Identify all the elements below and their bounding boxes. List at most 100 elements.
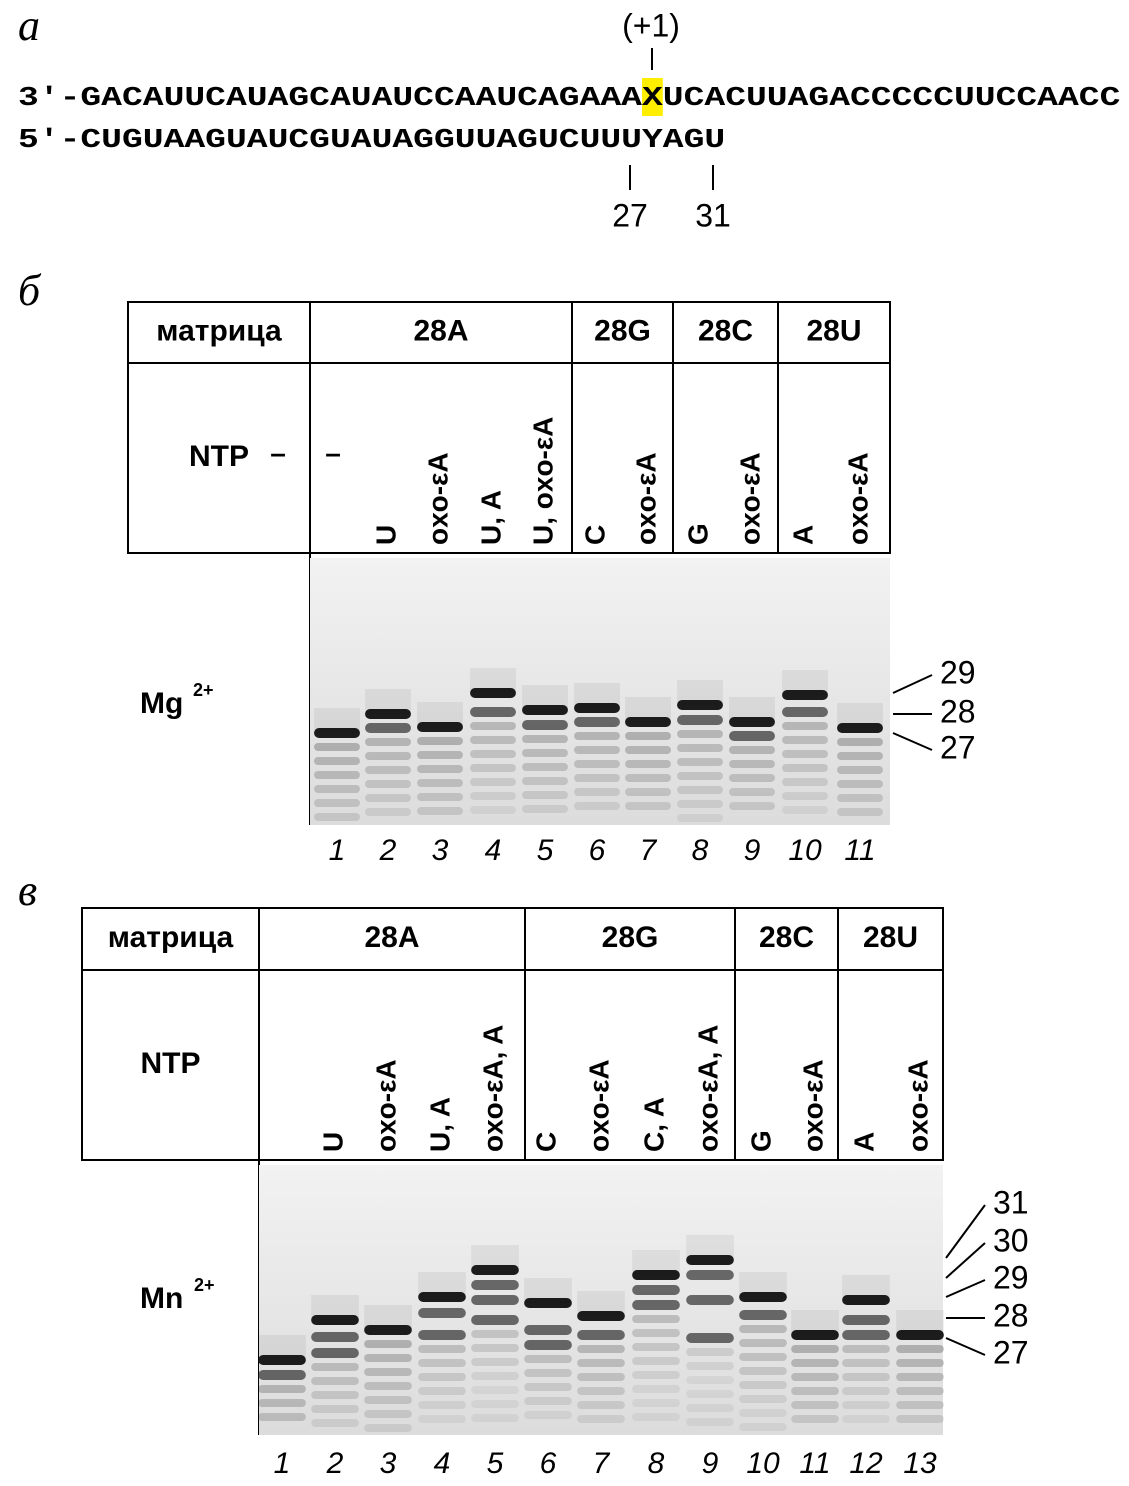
lane-number: 7: [593, 1447, 611, 1480]
ntp-label: oxo-εA: [583, 1059, 614, 1152]
ladder-band: [686, 1376, 734, 1384]
ladder-band: [522, 735, 568, 743]
ladder-band: [686, 1362, 734, 1370]
band: [471, 1265, 519, 1275]
ladder-band: [574, 802, 620, 810]
highlight: [642, 78, 663, 116]
ladder-band: [417, 807, 463, 815]
band: [686, 1295, 734, 1305]
ladder-band: [677, 758, 723, 766]
ladder-band: [365, 766, 411, 774]
band: [471, 1280, 519, 1290]
ion-charge: 2+: [194, 1275, 215, 1295]
ladder-band: [632, 1399, 680, 1407]
ladder-band: [625, 746, 671, 754]
ladder-band: [524, 1411, 572, 1419]
band-pointer: [945, 1204, 986, 1259]
band: [686, 1333, 734, 1343]
ntp-label: –: [270, 437, 286, 468]
band: [524, 1298, 572, 1308]
band: [791, 1330, 839, 1340]
ladder-band: [686, 1348, 734, 1356]
ladder-band: [574, 774, 620, 782]
band: [896, 1330, 944, 1340]
band-size: 29: [993, 1259, 1029, 1295]
band: [837, 723, 883, 733]
ladder-band: [632, 1343, 680, 1351]
position-label: 27: [612, 197, 648, 233]
lane-number: 5: [537, 834, 554, 867]
template-header: 28G: [602, 921, 659, 954]
ladder-band: [739, 1339, 787, 1347]
ladder-band: [364, 1410, 412, 1418]
ntp-label: C: [579, 525, 610, 545]
ladder-band: [364, 1340, 412, 1348]
ladder-band: [364, 1382, 412, 1390]
ladder-band: [677, 800, 723, 808]
ladder-band: [470, 750, 516, 758]
table-border: [127, 301, 891, 554]
ladder-band: [791, 1373, 839, 1381]
ladder-band: [471, 1400, 519, 1408]
lane-number: 9: [744, 834, 761, 867]
ladder-band: [837, 766, 883, 774]
ntp-label: U: [317, 1132, 348, 1152]
ladder-band: [677, 744, 723, 752]
ladder-band: [625, 802, 671, 810]
ntp-header: NTP: [141, 1047, 201, 1080]
ladder-band: [729, 774, 775, 782]
band: [311, 1348, 359, 1358]
ladder-band: [364, 1424, 412, 1432]
panel-label: в: [18, 866, 37, 915]
band: [729, 717, 775, 727]
ladder-band: [739, 1423, 787, 1431]
ladder-band: [365, 808, 411, 816]
ntp-label: –: [325, 437, 341, 468]
band: [365, 723, 411, 733]
template-header: 28G: [594, 314, 651, 347]
lane-number: 11: [799, 1447, 830, 1480]
band-pointer: [945, 1279, 986, 1298]
ladder-band: [311, 1363, 359, 1371]
lane-number: 2: [379, 834, 397, 867]
lane-number: 9: [702, 1447, 719, 1480]
ladder-band: [314, 785, 360, 793]
band-size: 29: [940, 654, 976, 690]
ladder-band: [729, 788, 775, 796]
ladder-band: [470, 806, 516, 814]
ladder-band: [311, 1391, 359, 1399]
band: [470, 707, 516, 717]
ladder-band: [524, 1355, 572, 1363]
band: [471, 1315, 519, 1325]
band: [842, 1315, 890, 1325]
band: [418, 1330, 466, 1340]
ladder-band: [365, 794, 411, 802]
band: [524, 1340, 572, 1350]
ladder-band: [577, 1401, 625, 1409]
sequence: 5′-: [18, 126, 80, 156]
ladder-band: [842, 1415, 890, 1423]
ladder-band: [470, 792, 516, 800]
ladder-band: [686, 1404, 734, 1412]
band-size: 27: [940, 729, 976, 765]
ladder-band: [471, 1372, 519, 1380]
band: [729, 731, 775, 741]
lane-number: 7: [640, 834, 658, 867]
ladder-band: [842, 1345, 890, 1353]
band: [625, 717, 671, 727]
ladder-band: [729, 746, 775, 754]
ladder-band: [417, 737, 463, 745]
band: [314, 728, 360, 738]
ladder-band: [364, 1396, 412, 1404]
ladder-band: [625, 774, 671, 782]
ladder-band: [677, 814, 723, 822]
band-pointer: [945, 1242, 986, 1279]
matrix-header: матрица: [108, 921, 234, 954]
band: [524, 1325, 572, 1335]
ladder-band: [632, 1413, 680, 1421]
ladder-band: [418, 1359, 466, 1367]
ladder-band: [418, 1373, 466, 1381]
ladder-band: [314, 813, 360, 821]
ladder-band: [522, 763, 568, 771]
